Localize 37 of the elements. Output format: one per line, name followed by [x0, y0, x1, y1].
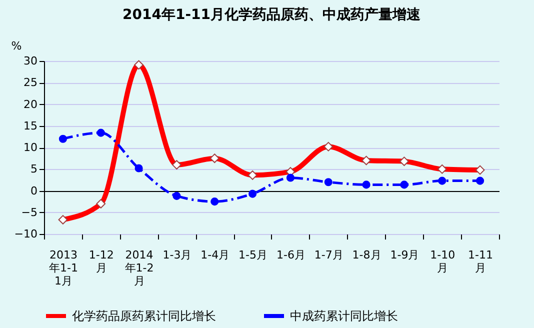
y-tick-label: 15 — [24, 119, 38, 132]
y-tick-label: −10 — [14, 228, 38, 240]
x-tick-label: 1-8月 — [352, 248, 382, 262]
x-tick-label: 2014年1-2月 — [124, 248, 154, 288]
point — [210, 198, 219, 206]
x-tick-label: 1-7月 — [314, 248, 344, 262]
point — [476, 176, 484, 185]
x-tick-label: 1-3月 — [162, 248, 192, 262]
y-tick-label: 10 — [24, 141, 38, 154]
x-tick-label: 1-9月 — [390, 248, 420, 262]
point — [362, 180, 370, 189]
y-tick-label: 20 — [24, 98, 38, 111]
legend-label: 中成药累计同比增长 — [290, 309, 398, 323]
point — [324, 178, 332, 186]
x-tick-label: 1-5月 — [238, 248, 268, 262]
point — [438, 176, 446, 185]
point — [172, 192, 181, 200]
point — [58, 134, 67, 143]
x-tick-label: 2013年1-11月 — [48, 248, 78, 288]
y-tick-label: 30 — [24, 54, 38, 68]
point — [96, 128, 105, 137]
point — [286, 174, 294, 182]
x-tick-label: 1-12月 — [88, 248, 114, 274]
y-tick-label: 5 — [30, 162, 38, 176]
y-tick-label: −5 — [21, 206, 38, 219]
y-tick-label: 0 — [30, 184, 38, 198]
legend-label: 化学药品原药累计同比增长 — [72, 309, 216, 323]
point — [248, 190, 257, 198]
x-tick-label: 1-10月 — [430, 248, 456, 274]
x-tick-label: 1-6月 — [276, 248, 306, 262]
x-tick-label: 1-11月 — [468, 248, 494, 274]
chart-title: 2014年1-11月化学药品原药、中成药产量增速 — [122, 6, 422, 23]
x-tick-label: 1-4月 — [200, 248, 230, 262]
y-tick-label: 25 — [24, 76, 38, 90]
point — [400, 180, 408, 189]
y-axis-title: % — [11, 40, 22, 52]
point — [134, 164, 143, 172]
